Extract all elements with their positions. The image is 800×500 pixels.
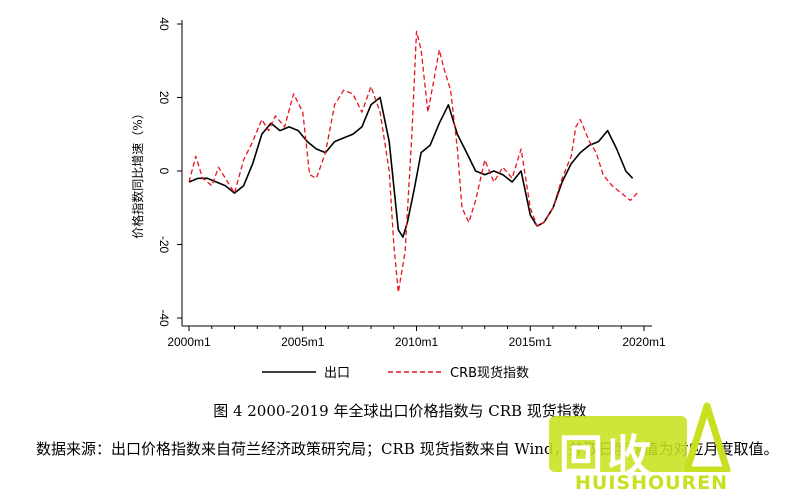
x-tick-label: 2015m1 — [509, 335, 553, 349]
chart-legend: 出口 CRB现货指数 — [262, 365, 529, 381]
watermark-logo: 回收 HUISHOUREN — [535, 396, 735, 496]
series-line — [188, 96, 634, 238]
y-axis-label: 价格指数同比增速（%） — [130, 107, 145, 238]
watermark-text: HUISHOUREN — [575, 472, 729, 494]
y-tick-label: 20 — [157, 91, 171, 105]
y-tick-label: 40 — [157, 17, 171, 31]
legend-label: 出口 — [324, 366, 350, 381]
legend-label: CRB现货指数 — [450, 365, 529, 381]
y-tick-label: 0 — [157, 168, 171, 175]
y-tick-label: -40 — [157, 309, 171, 327]
watermark-box — [549, 416, 687, 472]
y-tick-label: -20 — [157, 236, 171, 254]
x-tick-label: 2020m1 — [622, 335, 666, 349]
chart-figure: -40 -20 0 20 40 2000m1 2005m1 2010m1 2015m1 2020m… — [130, 17, 666, 381]
x-tick-label: 2005m1 — [281, 335, 325, 349]
figure-caption: 图 4 2000-2019 年全球出口价格指数与 CRB 现货指数 — [213, 402, 587, 420]
leaf-icon — [683, 402, 731, 472]
series-line — [188, 30, 638, 293]
watermark-chars: 回收 — [559, 431, 655, 482]
x-tick-label: 2000m1 — [167, 335, 211, 349]
x-tick-label: 2010m1 — [395, 335, 439, 349]
